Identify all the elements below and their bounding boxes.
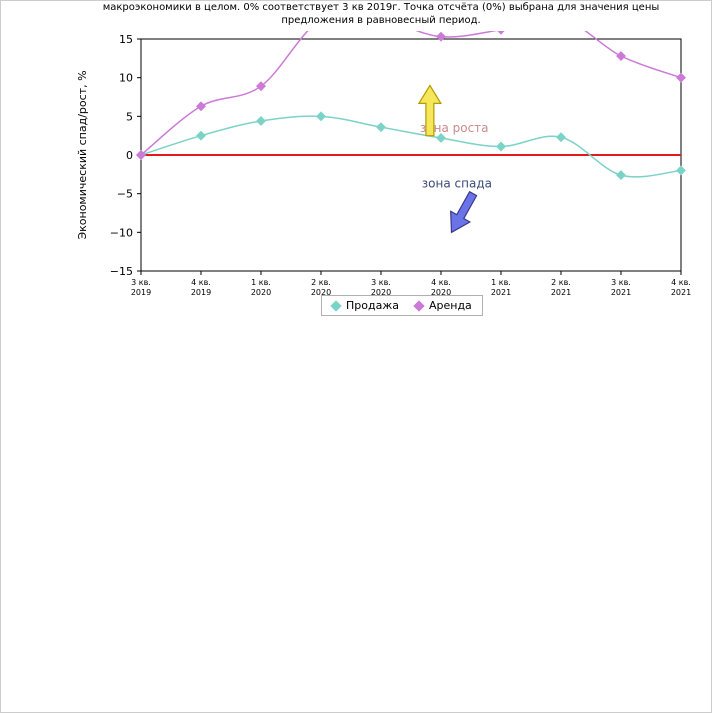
svg-text:0: 0 — [126, 149, 133, 162]
legend-label-sale: Продажа — [346, 299, 399, 312]
svg-text:15: 15 — [119, 33, 133, 46]
svg-text:4 кв.: 4 кв. — [431, 278, 451, 287]
svg-text:Экономический спад/рост, %: Экономический спад/рост, % — [76, 70, 89, 239]
svg-text:2021: 2021 — [491, 288, 511, 297]
svg-text:−5: −5 — [117, 188, 133, 201]
svg-text:5: 5 — [126, 110, 133, 123]
svg-text:4 кв.: 4 кв. — [671, 278, 691, 287]
chart-legend: Продажа Аренда — [321, 295, 483, 316]
svg-text:2021: 2021 — [671, 288, 691, 297]
svg-text:−15: −15 — [110, 265, 133, 278]
svg-text:10: 10 — [119, 72, 133, 85]
caption-text: макроэкономики в целом. 0% соответствует… — [91, 1, 671, 27]
svg-text:1 кв.: 1 кв. — [251, 278, 271, 287]
svg-text:2021: 2021 — [551, 288, 571, 297]
legend-label-rent: Аренда — [429, 299, 472, 312]
svg-text:4 кв.: 4 кв. — [191, 278, 211, 287]
svg-text:2 кв.: 2 кв. — [551, 278, 571, 287]
svg-text:2019: 2019 — [191, 288, 211, 297]
caption-line1: макроэкономики в целом. 0% соответствует… — [103, 2, 660, 13]
svg-text:2021: 2021 — [611, 288, 631, 297]
legend-entry-sale: Продажа — [332, 299, 399, 312]
legend-swatch-sale — [330, 300, 341, 311]
svg-text:2020: 2020 — [251, 288, 271, 297]
svg-text:1 кв.: 1 кв. — [491, 278, 511, 287]
svg-text:2 кв.: 2 кв. — [311, 278, 331, 287]
svg-text:2019: 2019 — [131, 288, 151, 297]
svg-text:зона спада: зона спада — [422, 176, 492, 190]
legend-entry-rent: Аренда — [415, 299, 472, 312]
svg-text:−10: −10 — [110, 226, 133, 239]
chart-svg: −15 −10 −5 0 5 10 15 Экономический спад/рост, %… — [51, 31, 691, 311]
svg-text:3 кв.: 3 кв. — [611, 278, 631, 287]
legend-swatch-rent — [413, 300, 424, 311]
caption-line2: предложения в равновесный период. — [281, 15, 480, 26]
economic-chart: −15 −10 −5 0 5 10 15 Экономический спад/рост, %… — [51, 31, 691, 311]
svg-text:3 кв.: 3 кв. — [131, 278, 151, 287]
page: макроэкономики в целом. 0% соответствует… — [0, 0, 712, 713]
svg-text:3 кв.: 3 кв. — [371, 278, 391, 287]
